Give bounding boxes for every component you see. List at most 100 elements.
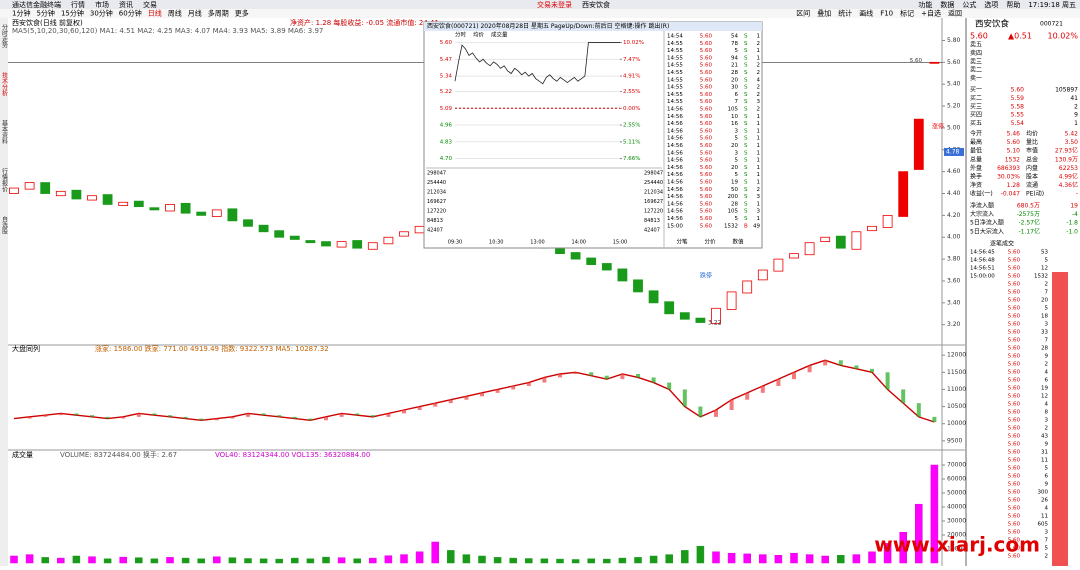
tool-button[interactable]: 统计 bbox=[838, 9, 852, 18]
menu-item[interactable]: 资讯 bbox=[119, 0, 133, 9]
period-button[interactable]: 更多 bbox=[235, 9, 249, 18]
x-tick-label: 09:30 bbox=[448, 240, 462, 246]
tick-cell: 5 bbox=[735, 158, 739, 164]
order-book-cell: 买四 bbox=[970, 111, 982, 119]
tool-button[interactable]: +自选 bbox=[921, 9, 941, 18]
volume-bar bbox=[634, 557, 642, 564]
menu-item[interactable]: 公式 bbox=[962, 0, 976, 9]
volume-bar bbox=[72, 555, 81, 564]
tick-cell: 5.60 bbox=[700, 165, 713, 171]
popup-button[interactable]: 分价 bbox=[704, 238, 716, 246]
period-button[interactable]: 日线 bbox=[148, 9, 162, 18]
tick-cell: 1 bbox=[757, 55, 761, 61]
tool-button[interactable]: 标记 bbox=[900, 9, 914, 18]
deal-cell: 5.60 bbox=[1008, 538, 1021, 544]
deal-cell: 7 bbox=[1045, 538, 1049, 544]
tool-button[interactable]: 画线 bbox=[859, 9, 873, 18]
sidebar-tab[interactable]: 分时走势 bbox=[1, 23, 8, 49]
deal-cell: 5.60 bbox=[1008, 418, 1021, 424]
candle-body bbox=[898, 171, 909, 217]
volume-label: 127220 bbox=[427, 209, 446, 215]
tick-cell: 1 bbox=[757, 114, 761, 120]
volume-bar bbox=[805, 554, 814, 564]
stat-cell: 均价 bbox=[1026, 130, 1038, 138]
volume-bar bbox=[681, 550, 689, 564]
deal-cell: 31 bbox=[1041, 450, 1048, 456]
y-tick-label: 10500 bbox=[947, 403, 966, 410]
tool-button[interactable]: 区间 bbox=[796, 10, 810, 18]
popup-tab[interactable]: 分时 bbox=[455, 31, 467, 39]
tick-cell: 14:56 bbox=[667, 128, 683, 134]
y2-tick-label: 7.47% bbox=[623, 57, 640, 63]
last-price: 5.60 bbox=[970, 32, 988, 41]
period-button[interactable]: 周线 bbox=[168, 9, 182, 18]
period-button[interactable]: 15分钟 bbox=[61, 9, 84, 18]
popup-button[interactable]: 数值 bbox=[732, 238, 744, 246]
period-button[interactable]: 多周期 bbox=[208, 9, 229, 18]
menu-item[interactable]: 行情 bbox=[71, 0, 85, 9]
order-book-cell: 卖一 bbox=[970, 75, 982, 82]
period-button[interactable]: 60分钟 bbox=[119, 9, 142, 18]
stat-cell: 换手 bbox=[970, 173, 982, 181]
deal-cell: 5.60 bbox=[1008, 426, 1021, 432]
period-button[interactable]: 1分钟 bbox=[12, 9, 30, 18]
popup-tab[interactable]: 成交量 bbox=[491, 31, 508, 39]
menu-item[interactable]: 17:19:18 周五 bbox=[1028, 1, 1076, 9]
deal-cell: 5.60 bbox=[1008, 274, 1021, 280]
volume-bar bbox=[883, 543, 892, 564]
panel-legend: 涨家: 1586.00 跌家: 771.00 4919.49 指数: 9322.… bbox=[95, 344, 329, 353]
deal-cell: 11 bbox=[1041, 514, 1048, 520]
deal-cell: 3 bbox=[1045, 418, 1049, 424]
volume-bar bbox=[899, 531, 907, 564]
stat-cell: 内盘 bbox=[1026, 164, 1038, 172]
tick-cell: 3 bbox=[735, 128, 739, 134]
volume-bar bbox=[868, 551, 876, 564]
tick-cell: 5.60 bbox=[700, 121, 713, 127]
menu-item[interactable]: 数据 bbox=[940, 0, 954, 9]
annotation: 涨停 bbox=[932, 123, 944, 131]
menu-item[interactable]: 市场 bbox=[95, 0, 109, 9]
menu-item[interactable]: 选项 bbox=[984, 0, 998, 9]
menu-item[interactable]: 帮助 bbox=[1006, 0, 1020, 9]
cursor-box bbox=[944, 147, 964, 156]
menu-item[interactable]: 交易 bbox=[143, 0, 157, 9]
period-button[interactable]: 30分钟 bbox=[90, 9, 113, 18]
volume-bar bbox=[478, 555, 486, 564]
menu-item[interactable]: 功能 bbox=[918, 0, 932, 9]
tick-cell: 14:56 bbox=[667, 172, 683, 178]
period-button[interactable]: 月线 bbox=[188, 9, 202, 18]
tick-cell: 5.60 bbox=[700, 55, 713, 61]
tool-button[interactable]: 叠加 bbox=[817, 9, 831, 18]
tool-button[interactable]: 返回 bbox=[948, 10, 962, 18]
flow-cell: -2575万 bbox=[1017, 211, 1040, 218]
tick-cell: 3 bbox=[757, 194, 761, 200]
period-button[interactable]: 5分钟 bbox=[36, 9, 54, 18]
popup-tab[interactable]: 均价 bbox=[473, 31, 485, 39]
tick-cell: 14:55 bbox=[667, 70, 683, 76]
volume-bar bbox=[743, 553, 751, 564]
candle-body bbox=[87, 195, 97, 201]
tool-button[interactable]: F10 bbox=[880, 10, 893, 18]
sidebar-tab[interactable]: 行情报价 bbox=[1, 167, 8, 192]
tick-cell: 14:55 bbox=[667, 41, 683, 47]
deal-cell: 5.60 bbox=[1008, 530, 1021, 536]
stat-cell: 收益(一) bbox=[970, 190, 993, 198]
tick-cell: S bbox=[744, 92, 748, 98]
tick-cell: 7 bbox=[735, 99, 739, 105]
stat-cell: 股本 bbox=[1026, 173, 1038, 181]
menu-item[interactable]: 交易未登录 bbox=[537, 0, 572, 9]
deal-cell: 4 bbox=[1045, 506, 1049, 512]
menu-item[interactable]: 通达信金融终端 bbox=[12, 0, 61, 9]
deal-cell: 4 bbox=[1045, 402, 1049, 408]
deal-cell: 5.60 bbox=[1008, 410, 1021, 416]
tick-cell: 14:56 bbox=[667, 121, 683, 127]
deal-cell: 5.60 bbox=[1008, 282, 1021, 288]
popup-button[interactable]: 分笔 bbox=[676, 238, 688, 246]
menu-item[interactable]: 西安饮食 bbox=[582, 0, 610, 9]
sidebar-tab[interactable]: 技术分析 bbox=[1, 71, 8, 97]
sidebar-tab[interactable]: 基本资料 bbox=[1, 119, 8, 145]
sidebar-tab[interactable]: 自选股 bbox=[1, 215, 8, 235]
candle-body bbox=[258, 224, 269, 233]
tick-cell: 5.60 bbox=[700, 128, 713, 134]
deal-cell: 6 bbox=[1045, 474, 1049, 480]
